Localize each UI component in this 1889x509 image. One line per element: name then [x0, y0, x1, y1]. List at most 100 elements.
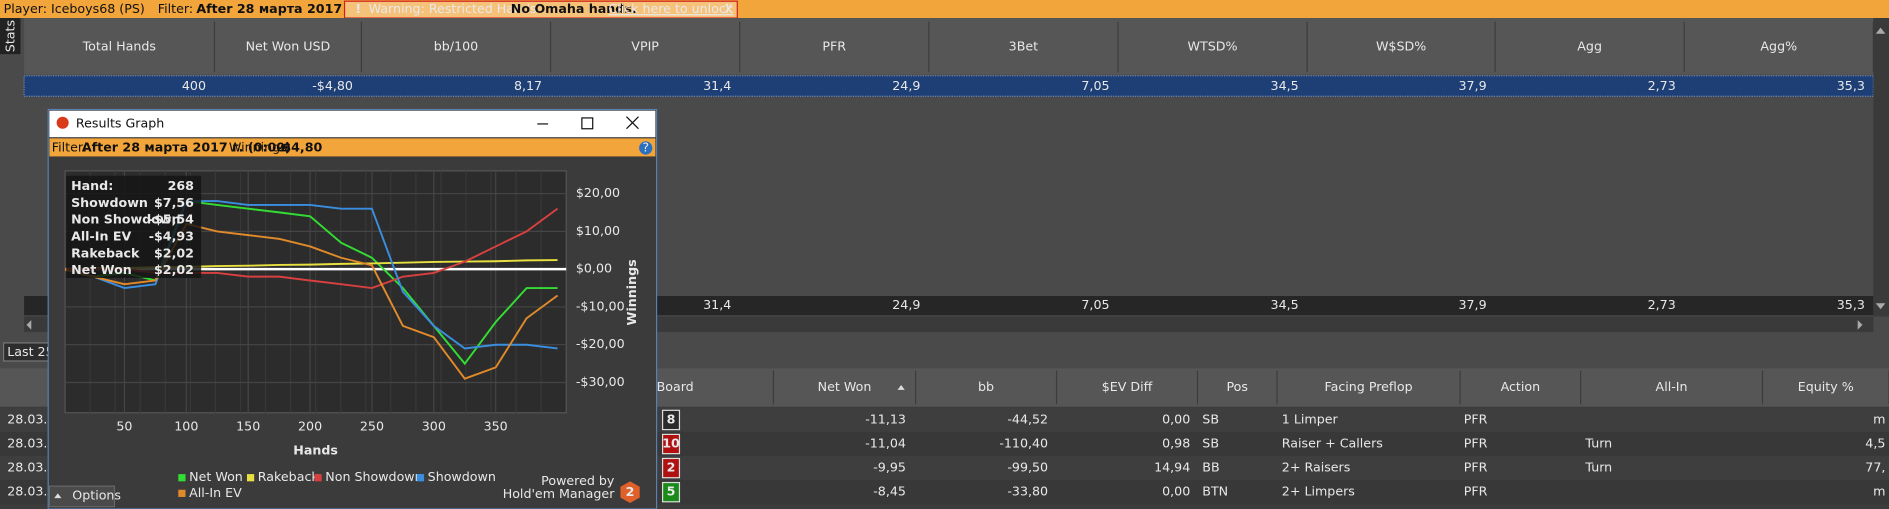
v-scrollbar	[1873, 18, 1889, 317]
scroll-right[interactable]	[1857, 320, 1863, 330]
x-tick-label: 100	[174, 419, 198, 434]
stats-value: 34,5	[1271, 78, 1299, 93]
hands-column[interactable]: All-In	[1656, 379, 1688, 394]
stats-column[interactable]: Agg	[1577, 38, 1602, 53]
stats-column[interactable]: PFR	[822, 38, 846, 53]
hands-column[interactable]: Pos	[1227, 379, 1248, 394]
legend-swatch	[314, 474, 322, 482]
y-tick-label: $0,00	[576, 261, 612, 276]
tooltip-label: Non Showdown	[71, 212, 180, 227]
position: BB	[1202, 460, 1219, 475]
winnings: -$4,80	[277, 140, 322, 155]
net-won: -11,13	[865, 411, 906, 426]
hands-column[interactable]: Facing Preflop	[1324, 379, 1412, 394]
card-rank: 8	[667, 411, 676, 426]
net-won: -8,45	[873, 484, 906, 499]
equity: 77,	[1865, 460, 1885, 475]
stats-total: 37,9	[1458, 297, 1486, 312]
stats-column[interactable]: 3Bet	[1009, 38, 1038, 53]
stats-column[interactable]: WTSD%	[1188, 38, 1238, 53]
stats-value: -$4,80	[312, 78, 353, 93]
close[interactable]	[626, 116, 639, 130]
legend-label[interactable]: Non Showdown	[325, 469, 422, 484]
filter-label: Filter:	[158, 1, 193, 16]
x-tick-label: 300	[422, 419, 446, 434]
options-button[interactable]	[48, 485, 116, 508]
x-tick-label: 150	[236, 419, 260, 434]
legend-label[interactable]: Net Won	[189, 469, 243, 484]
stats-value: 7,05	[1081, 78, 1109, 93]
tooltip-label: Showdown	[71, 195, 148, 210]
hands-column[interactable]: bb	[978, 379, 994, 394]
facing-preflop: 2+ Raisers	[1282, 460, 1351, 475]
x-tick-label: 200	[298, 419, 322, 434]
brand-badge	[620, 481, 640, 503]
y-tick-label: -$10,00	[576, 298, 625, 313]
hands-column[interactable]: Equity %	[1798, 379, 1854, 394]
ev-diff: 0,00	[1162, 411, 1190, 426]
legend-label[interactable]: All-In EV	[189, 485, 242, 500]
equity: m	[1873, 484, 1885, 499]
stats-column[interactable]: VPIP	[631, 38, 659, 53]
stats-total: 34,5	[1271, 297, 1299, 312]
card-rank: 10	[662, 436, 680, 451]
legend-swatch	[178, 474, 186, 482]
scroll-down[interactable]	[1875, 303, 1886, 310]
x-axis-label: Hands	[293, 443, 338, 458]
bb: -99,50	[1007, 460, 1048, 475]
x-tick-label: 350	[484, 419, 508, 434]
hands-column[interactable]: Board	[657, 379, 694, 394]
stats-total: 35,3	[1837, 297, 1865, 312]
all-in: Turn	[1584, 436, 1612, 451]
filter-value: After 28 марта 2017 г. (0:00)	[82, 140, 291, 155]
window-filter-bar	[49, 138, 656, 157]
legend-label[interactable]: Showdown	[428, 469, 496, 484]
stats-tab-label[interactable]: Stats	[2, 20, 17, 52]
scroll-left[interactable]	[26, 320, 32, 330]
maximize[interactable]	[581, 117, 594, 130]
warning-box	[343, 0, 738, 19]
y-tick-label: -$20,00	[576, 336, 625, 351]
stats-column[interactable]: W$SD%	[1376, 38, 1426, 53]
tooltip-label: All-In EV	[71, 229, 131, 244]
stats-column[interactable]: Total Hands	[82, 38, 156, 53]
action: PFR	[1464, 436, 1488, 451]
filter-label: Filter:	[52, 140, 87, 155]
scroll-up[interactable]	[1875, 27, 1886, 34]
legend-swatch	[178, 489, 186, 497]
hands-column[interactable]: Action	[1501, 379, 1541, 394]
options-label[interactable]: Options	[72, 487, 121, 502]
stats-value: 400	[182, 78, 206, 93]
stats-column[interactable]: Agg%	[1760, 38, 1797, 53]
x-tick-label: 50	[116, 419, 132, 434]
help-icon[interactable]	[639, 141, 653, 155]
close-warning[interactable]: X	[724, 1, 733, 16]
tooltip-value: -$4,93	[149, 229, 194, 244]
y-tick-label: $10,00	[576, 223, 620, 238]
hands-column[interactable]: Net Won	[818, 379, 872, 394]
sort-arrow	[897, 385, 905, 390]
series-line	[65, 222, 559, 380]
omaha: No Omaha hands.	[511, 1, 637, 16]
legend-label[interactable]: Rakeback	[258, 469, 320, 484]
tooltip-value: 268	[168, 178, 194, 193]
hands-column[interactable]: $EV Diff	[1102, 379, 1153, 394]
tooltip-value: $7,56	[154, 195, 194, 210]
stats-total: 24,9	[892, 297, 920, 312]
stats-column[interactable]: Net Won USD	[246, 38, 331, 53]
card	[661, 433, 681, 455]
window-title: Results Graph	[76, 115, 164, 130]
legend-swatch	[416, 474, 425, 482]
brand-badge-label: 2	[626, 484, 635, 499]
stats-value: 37,9	[1458, 78, 1486, 93]
help-label[interactable]: ?	[642, 140, 649, 155]
tooltip-value: $2,02	[154, 262, 194, 277]
stats-column[interactable]: bb/100	[434, 38, 478, 53]
date: 28.03.2	[7, 411, 55, 426]
y-tick-label: -$30,00	[576, 374, 625, 389]
tooltip-label: Hand:	[71, 178, 113, 193]
ev-diff: 0,00	[1162, 484, 1190, 499]
position: BTN	[1202, 484, 1228, 499]
unlock-link[interactable]: Click here to unlock	[608, 1, 733, 16]
